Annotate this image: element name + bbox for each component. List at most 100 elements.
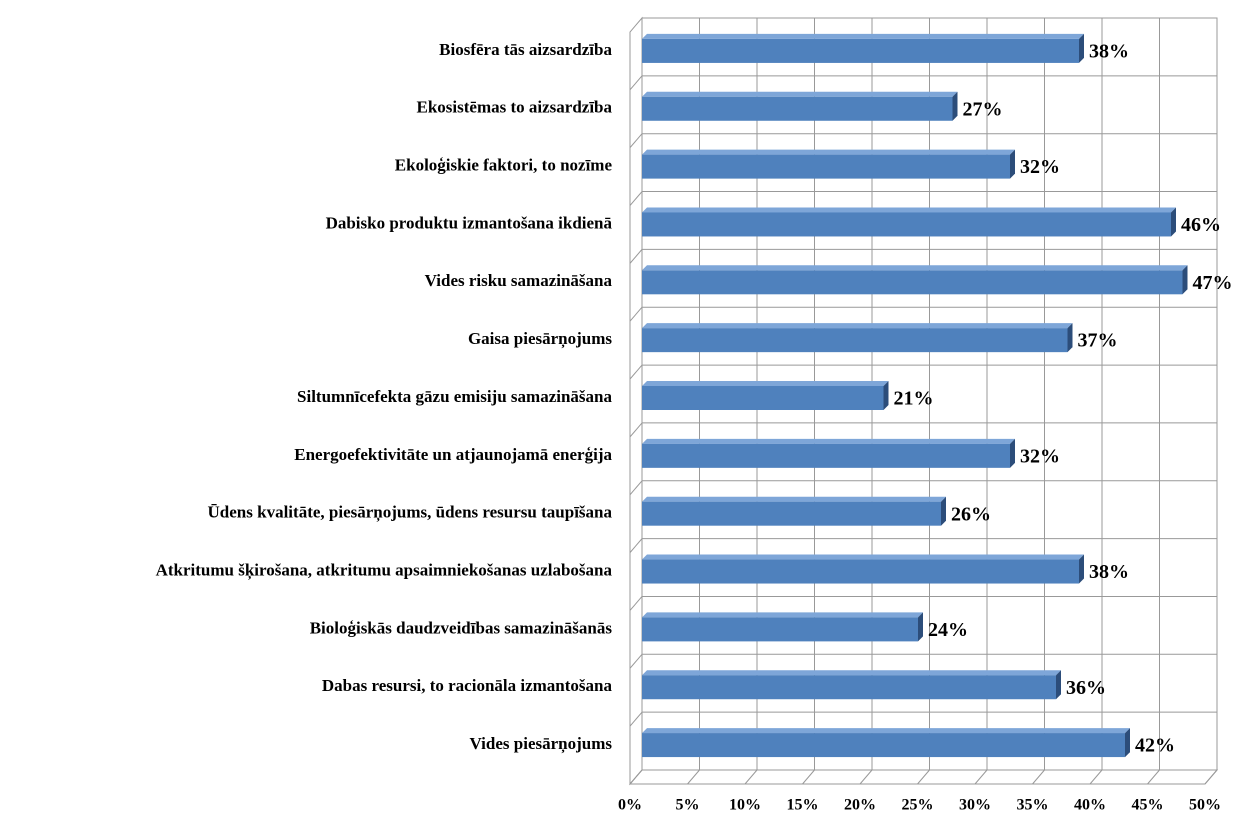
bar-side bbox=[1056, 670, 1061, 700]
category-label: Ekoloģiskie faktori, to nozīme bbox=[395, 156, 613, 175]
floor-grid-line bbox=[802, 769, 815, 785]
category-label: Ūdens kvalitāte, piesārņojums, ūdens res… bbox=[208, 503, 613, 523]
category-tick bbox=[629, 249, 643, 264]
x-tick-label: 30% bbox=[959, 797, 991, 814]
bar-front bbox=[642, 733, 1125, 758]
value-label: 21% bbox=[894, 388, 934, 410]
bar-top bbox=[642, 670, 1061, 676]
value-label: 46% bbox=[1181, 214, 1221, 236]
bar-top bbox=[642, 496, 946, 502]
bar bbox=[642, 728, 1130, 758]
value-label: 24% bbox=[928, 619, 968, 641]
bar-side bbox=[1010, 149, 1015, 179]
bar-front bbox=[642, 617, 918, 642]
bar bbox=[642, 381, 889, 410]
category-label: Vides piesārņojums bbox=[470, 734, 613, 754]
x-tick-label: 40% bbox=[1074, 797, 1106, 814]
x-tick-label: 10% bbox=[729, 797, 761, 814]
bar bbox=[642, 265, 1188, 295]
bar-top bbox=[642, 438, 1015, 444]
category-label: Ekosistēmas to aizsardzība bbox=[417, 98, 613, 117]
bar-side bbox=[1125, 728, 1130, 758]
bar bbox=[642, 149, 1015, 179]
bar bbox=[642, 33, 1084, 63]
category-tick bbox=[629, 133, 643, 149]
bar-top bbox=[642, 728, 1130, 734]
value-label: 32% bbox=[1020, 445, 1060, 467]
floor-grid-line bbox=[1147, 769, 1160, 785]
category-tick bbox=[629, 422, 643, 438]
bar-front bbox=[642, 96, 953, 121]
value-label: 27% bbox=[963, 98, 1003, 120]
bar bbox=[642, 496, 946, 526]
bar-side bbox=[1010, 438, 1015, 468]
bar-top bbox=[642, 381, 889, 386]
bar-top bbox=[642, 554, 1084, 560]
floor-grid-line bbox=[917, 769, 930, 785]
bar bbox=[642, 323, 1073, 353]
bar-front bbox=[642, 328, 1068, 353]
bar-front bbox=[642, 501, 941, 526]
bar bbox=[642, 438, 1015, 468]
bar-side bbox=[1171, 207, 1176, 237]
value-label: 47% bbox=[1193, 272, 1233, 294]
floor-grid-line bbox=[687, 769, 700, 785]
bar-front bbox=[642, 559, 1079, 584]
bar-top bbox=[642, 149, 1015, 155]
bar-front bbox=[642, 154, 1010, 179]
category-tick bbox=[629, 653, 643, 669]
bar-top bbox=[642, 612, 923, 618]
value-label: 38% bbox=[1089, 561, 1129, 583]
category-label: Bioloģiskās daudzveidības samazināšanās bbox=[310, 618, 613, 637]
bar-side bbox=[1079, 33, 1084, 63]
value-label: 42% bbox=[1135, 735, 1175, 757]
bar bbox=[642, 207, 1176, 237]
category-tick bbox=[629, 538, 643, 553]
bar-side bbox=[1182, 265, 1188, 295]
category-label: Gaisa piesārņojums bbox=[468, 329, 612, 349]
x-tick-label: 50% bbox=[1189, 797, 1221, 814]
category-label: Biosfēra tās aizsardzība bbox=[439, 40, 612, 59]
bar-side bbox=[883, 381, 889, 410]
bar-front bbox=[642, 212, 1171, 237]
bar-top bbox=[642, 207, 1176, 213]
bar bbox=[642, 612, 923, 642]
x-tick-label: 0% bbox=[618, 797, 642, 814]
side-wall bbox=[629, 16, 643, 786]
category-label: Dabas resursi, to racionāla izmantošana bbox=[322, 676, 613, 695]
x-tick-label: 5% bbox=[676, 797, 700, 814]
bar bbox=[642, 554, 1084, 584]
category-tick bbox=[629, 75, 643, 91]
bar-front bbox=[642, 443, 1010, 468]
category-label: Energoefektivitāte un atjaunojamā enerģi… bbox=[294, 445, 612, 464]
x-tick-label: 45% bbox=[1132, 797, 1164, 814]
bar-front bbox=[642, 386, 884, 410]
category-tick bbox=[629, 480, 643, 496]
floor-grid-line bbox=[1204, 769, 1218, 785]
bar-front bbox=[642, 270, 1183, 295]
category-tick bbox=[629, 596, 643, 611]
bar-side bbox=[952, 91, 958, 121]
bar-side bbox=[1067, 323, 1073, 353]
value-label: 38% bbox=[1089, 41, 1129, 63]
x-tick-label: 35% bbox=[1017, 797, 1049, 814]
floor-grid-line bbox=[629, 769, 643, 785]
floor-grid-line bbox=[859, 769, 873, 785]
x-tick-label: 20% bbox=[844, 797, 876, 814]
x-tick-label: 15% bbox=[787, 797, 819, 814]
value-label: 26% bbox=[951, 503, 991, 525]
bar bbox=[642, 670, 1061, 700]
category-tick bbox=[629, 711, 643, 727]
bar bbox=[642, 91, 958, 121]
bar-side bbox=[1079, 554, 1084, 584]
floor-grid-line bbox=[744, 769, 758, 785]
value-label: 32% bbox=[1020, 156, 1060, 178]
floor-grid-line bbox=[1089, 769, 1103, 785]
category-label: Dabisko produktu izmantošana ikdienā bbox=[326, 213, 613, 232]
x-tick-label: 25% bbox=[902, 797, 934, 814]
category-label: Vides risku samazināšana bbox=[425, 271, 613, 290]
value-label: 36% bbox=[1066, 677, 1106, 699]
floor-grid-line bbox=[1032, 769, 1045, 785]
bar-front bbox=[642, 675, 1056, 700]
